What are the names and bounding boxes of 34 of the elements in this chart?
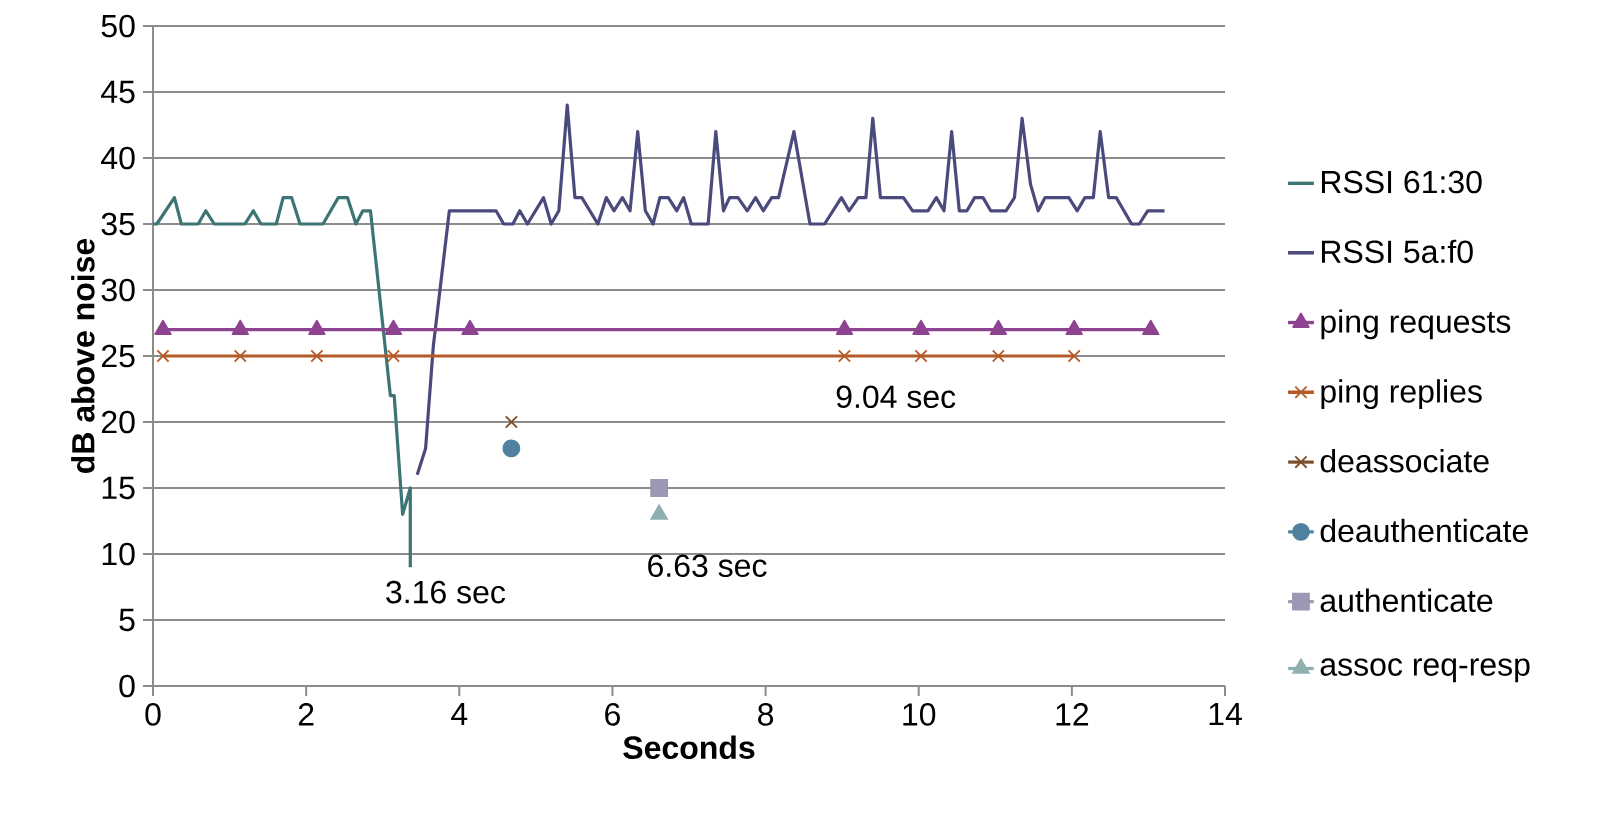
y-tick-label: 0: [119, 674, 135, 698]
y-tick-label: 40: [101, 146, 135, 170]
y-tick-label: 5: [119, 608, 135, 632]
x-axis-title: Seconds: [623, 735, 755, 759]
legend-label: authenticate: [1320, 588, 1493, 613]
annotation: 9.04 sec: [836, 385, 956, 409]
legend-label: RSSI 61:30: [1321, 170, 1482, 194]
y-tick-label: 20: [101, 410, 135, 434]
legend-label: deauthenticate: [1320, 518, 1528, 543]
x-tick-label: 12: [1056, 703, 1089, 726]
x-tick-label: 2: [298, 703, 314, 726]
x-tick-label: 0: [145, 703, 161, 726]
x-tick-label: 14: [1209, 703, 1242, 726]
annotation: 6.63 sec: [648, 554, 767, 578]
x-tick-label: 4: [451, 703, 468, 726]
y-tick-label: 50: [101, 14, 135, 38]
y-tick-label: 15: [102, 476, 135, 500]
y-tick-label: 30: [101, 278, 135, 302]
y-tick-label: 45: [101, 80, 135, 104]
legend-label: assoc req-resp: [1320, 658, 1530, 683]
y-axis-title: dB above noise: [71, 238, 95, 473]
annotation: 3.16 sec: [386, 580, 506, 604]
x-tick-label: 10: [903, 703, 936, 726]
legend-label: RSSI 5a:f0: [1321, 239, 1473, 264]
x-tick-label: 8: [758, 703, 774, 726]
legend-label: deassociate: [1320, 449, 1489, 473]
y-tick-label: 35: [101, 212, 135, 236]
x-tick-label: 6: [605, 703, 620, 726]
legend-label: ping replies: [1321, 379, 1482, 410]
line-series: [415, 103, 1167, 477]
y-tick-label: 10: [102, 542, 135, 566]
line-series: [151, 196, 412, 569]
legend-label: ping requests: [1321, 309, 1511, 340]
y-tick-label: 25: [101, 344, 135, 368]
